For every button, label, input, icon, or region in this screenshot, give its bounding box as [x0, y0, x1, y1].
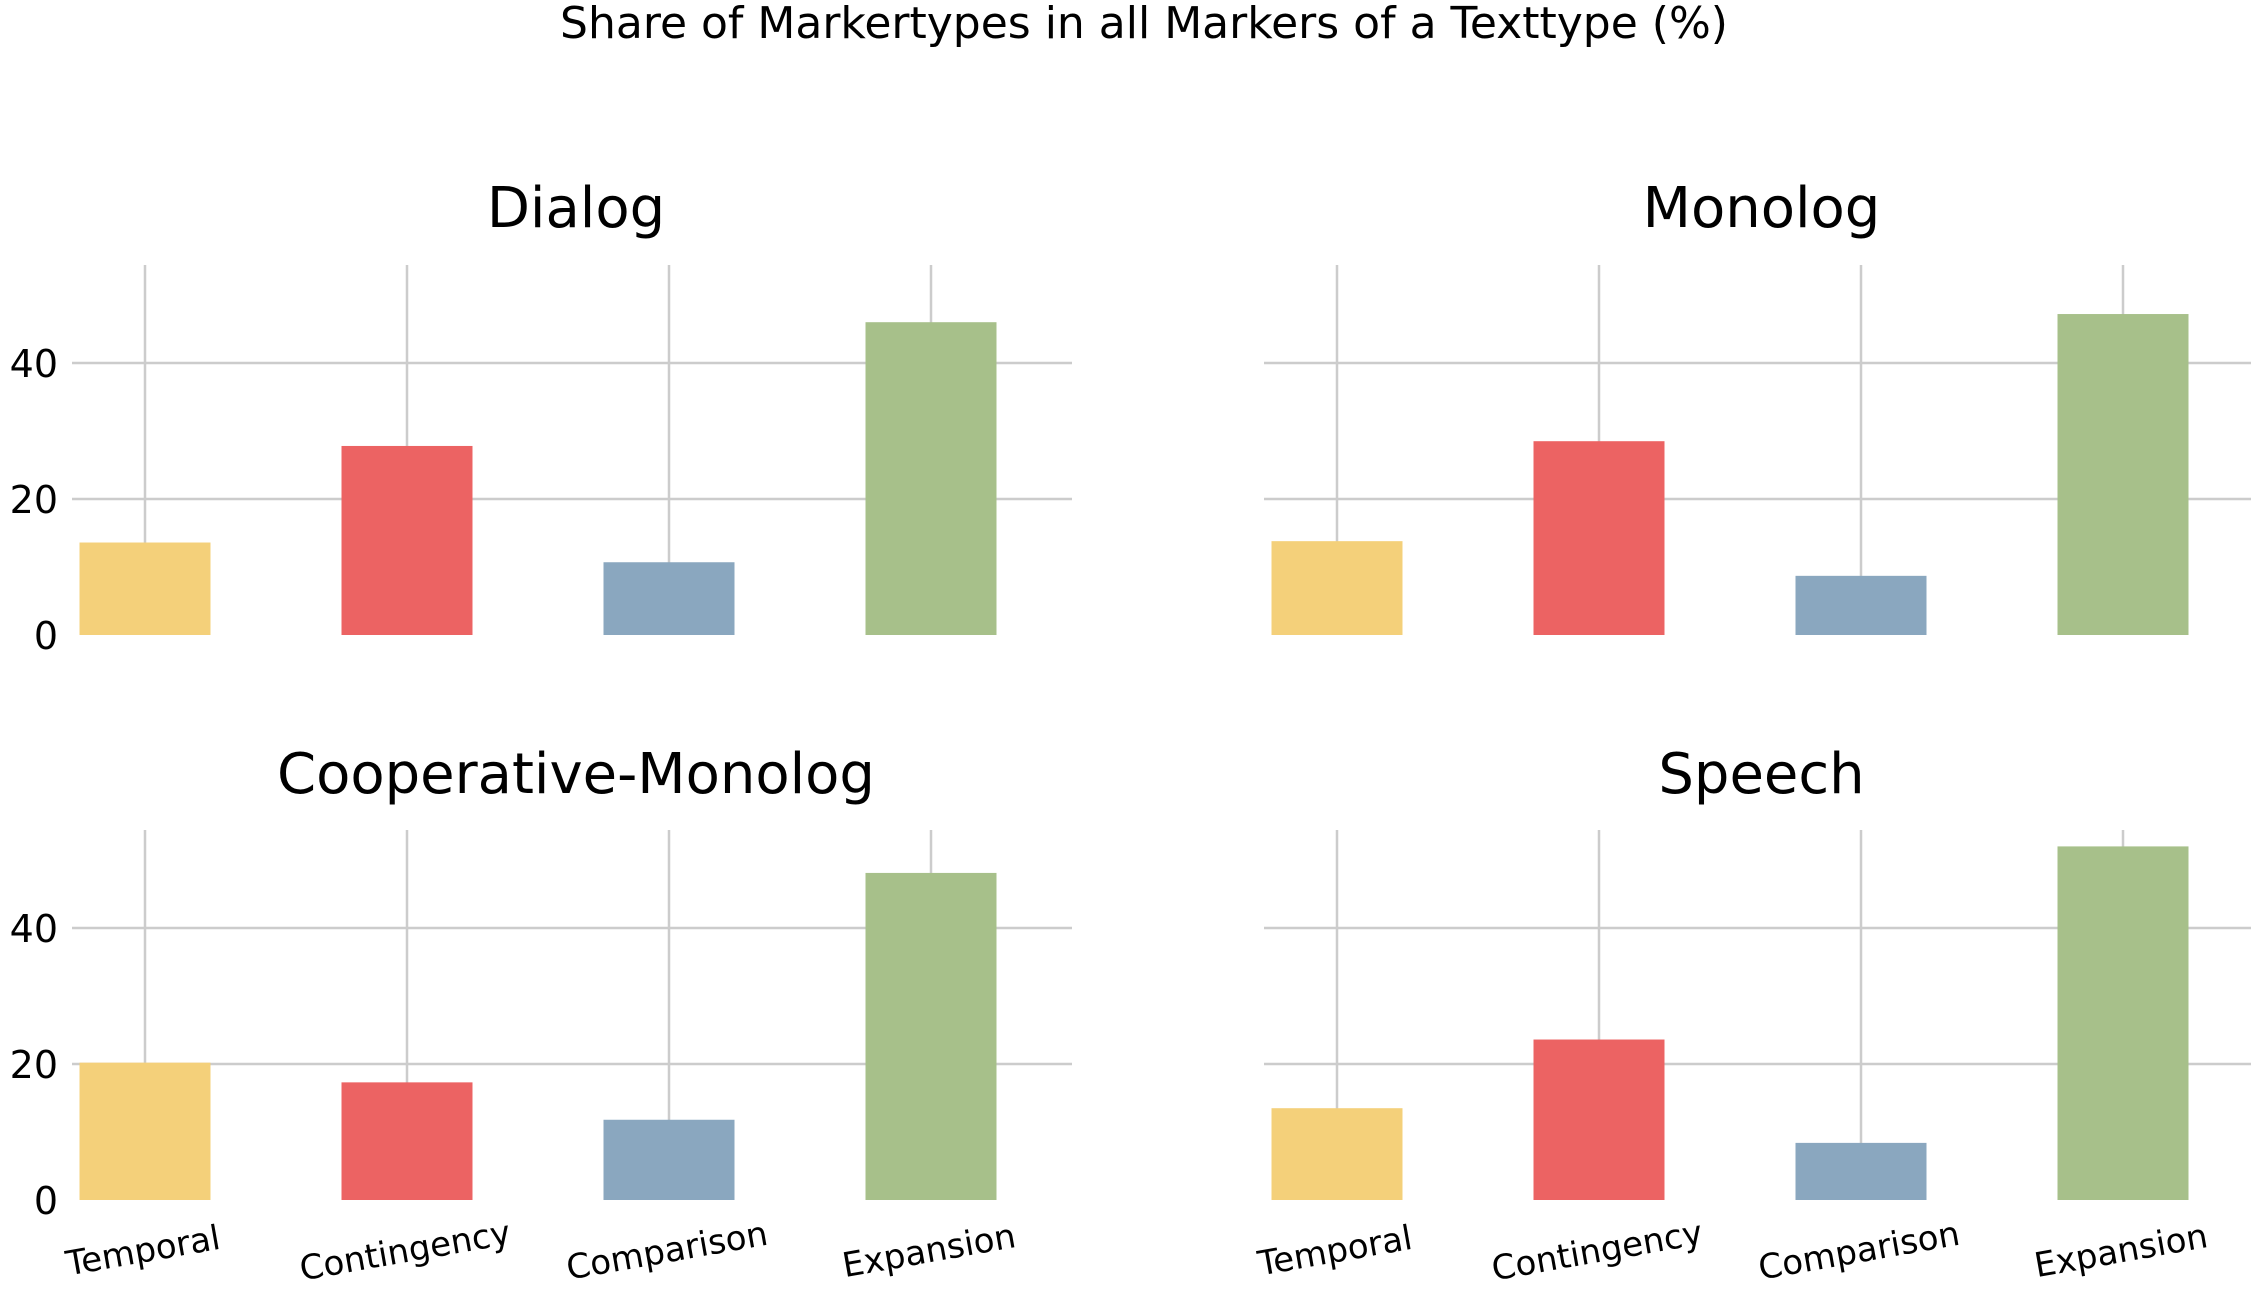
bar-contingency [341, 1082, 473, 1200]
panel-title: Speech [1658, 742, 1864, 807]
bar-temporal [79, 1062, 211, 1200]
bar-expansion [2057, 314, 2189, 635]
y-tick-label: 40 [10, 342, 58, 386]
x-tick-label: Contingency [297, 1213, 514, 1289]
x-tick-label: Expansion [839, 1216, 1018, 1286]
bar-expansion [865, 872, 997, 1200]
figure-suptitle: Share of Markertypes in all Markers of a… [560, 0, 1728, 49]
bar-expansion [2057, 846, 2189, 1200]
bar-temporal [79, 542, 211, 635]
panel-title: Dialog [487, 176, 665, 241]
y-tick-label: 20 [10, 478, 58, 522]
bar-comparison [603, 562, 735, 635]
bar-contingency [1533, 1039, 1665, 1200]
y-tick-label: 0 [34, 614, 58, 658]
panel-title: Monolog [1643, 176, 1881, 241]
bar-temporal [1271, 1108, 1403, 1200]
bar-contingency [1533, 441, 1665, 635]
bar-comparison [1795, 575, 1927, 635]
chart-panel: Monolog [1264, 176, 2251, 635]
y-tick-label: 20 [10, 1043, 58, 1087]
chart-panel: Speech Temporal Contingency Comparison Expan… [1254, 742, 2251, 1289]
bar-comparison [603, 1119, 735, 1200]
chart-panel: Dialog 0 20 40 [10, 176, 1072, 658]
chart-panels: Dialog 0 20 40 Monolog Cooperative-Monolog 0 20… [10, 176, 2251, 1289]
x-tick-label: Comparison [1755, 1214, 1962, 1289]
y-tick-label: 0 [34, 1179, 58, 1223]
panel-title: Cooperative-Monolog [277, 742, 875, 807]
bar-expansion [865, 322, 997, 635]
bar-comparison [1795, 1142, 1927, 1200]
x-tick-label: Comparison [563, 1214, 770, 1289]
bar-temporal [1271, 541, 1403, 635]
x-tick-label: Temporal [62, 1218, 223, 1285]
x-tick-label: Temporal [1254, 1218, 1415, 1285]
x-tick-label: Contingency [1489, 1213, 1706, 1289]
chart-panel: Cooperative-Monolog 0 20 40 Temporal Continge… [10, 742, 1072, 1289]
bar-contingency [341, 445, 473, 635]
x-tick-label: Expansion [2031, 1216, 2210, 1286]
y-tick-label: 40 [10, 907, 58, 951]
